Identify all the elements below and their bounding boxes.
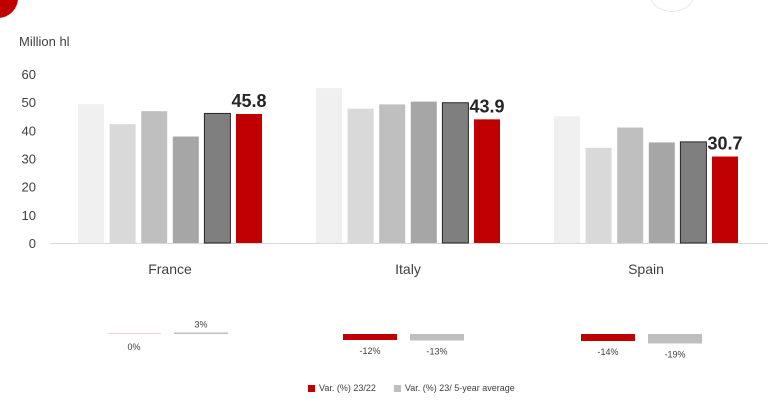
data-label-france: 45.8 bbox=[231, 91, 266, 111]
x-category-label-italy: Italy bbox=[395, 261, 421, 277]
variation-label-france-5yr-avg: 3% bbox=[194, 320, 207, 330]
y-tick-label: 20 bbox=[22, 180, 36, 195]
data-label-spain: 30.7 bbox=[707, 134, 742, 154]
y-tick-label: 50 bbox=[22, 95, 36, 110]
legend-label-5yr-avg: Var. (%) 23/ 5-year average bbox=[404, 383, 515, 393]
x-category-label-france: France bbox=[148, 261, 192, 277]
bar-italy-4 bbox=[410, 101, 437, 243]
variation-label-spain-5yr-avg: -19% bbox=[664, 350, 685, 360]
variation-bar-france-5yr-avg bbox=[174, 332, 228, 334]
variation-label-italy-5yr-avg: -13% bbox=[426, 347, 447, 357]
variation-label-italy-prev-year: -12% bbox=[359, 346, 380, 356]
variation-label-france-prev-year: 0% bbox=[127, 342, 140, 352]
x-category-label-spain: Spain bbox=[628, 261, 664, 277]
bar-france-3 bbox=[141, 111, 168, 244]
legend-swatch-red bbox=[308, 384, 315, 392]
bar-spain-1 bbox=[554, 116, 580, 243]
bar-spain-6 bbox=[712, 156, 738, 243]
bar-france-4 bbox=[172, 136, 199, 243]
y-tick-label: 60 bbox=[22, 67, 36, 82]
bar-france-1 bbox=[78, 104, 104, 243]
legend-swatch-gray bbox=[393, 384, 401, 392]
bar-spain-2 bbox=[585, 147, 612, 243]
y-tick-label: 30 bbox=[22, 152, 36, 167]
bar-italy-3 bbox=[379, 104, 406, 243]
variation-bar-france-prev-year bbox=[107, 333, 161, 334]
legend-item-prev-year: Var. (%) 23/22 bbox=[308, 383, 376, 393]
variation-bar-italy-prev-year bbox=[343, 334, 397, 340]
bar-spain-3 bbox=[617, 127, 644, 243]
bar-italy-2 bbox=[347, 108, 374, 244]
bar-italy-1 bbox=[316, 88, 342, 243]
bar-italy-6 bbox=[474, 119, 500, 243]
legend-item-5yr-avg: Var. (%) 23/ 5-year average bbox=[393, 383, 515, 393]
bar-spain-5 bbox=[679, 141, 707, 244]
y-tick-label: 40 bbox=[22, 123, 36, 138]
bar-italy-5 bbox=[441, 102, 469, 244]
legend: Var. (%) 23/22 Var. (%) 23/ 5-year avera… bbox=[308, 383, 515, 393]
y-tick-label: 10 bbox=[22, 208, 36, 223]
legend-label-prev-year: Var. (%) 23/22 bbox=[319, 383, 376, 393]
y-axis-label: Million hl bbox=[19, 34, 70, 49]
variation-bar-italy-5yr-avg bbox=[410, 334, 464, 341]
variation-bar-spain-5yr-avg bbox=[648, 334, 702, 344]
variation-bar-spain-prev-year bbox=[581, 334, 635, 341]
bar-france-6 bbox=[236, 113, 262, 243]
bar-spain-4 bbox=[648, 142, 675, 243]
variation-label-spain-prev-year: -14% bbox=[597, 347, 618, 357]
bar-france-2 bbox=[109, 124, 136, 243]
bar-france-5 bbox=[203, 112, 231, 244]
y-tick-label: 0 bbox=[29, 236, 36, 251]
data-label-italy: 43.9 bbox=[469, 96, 504, 116]
